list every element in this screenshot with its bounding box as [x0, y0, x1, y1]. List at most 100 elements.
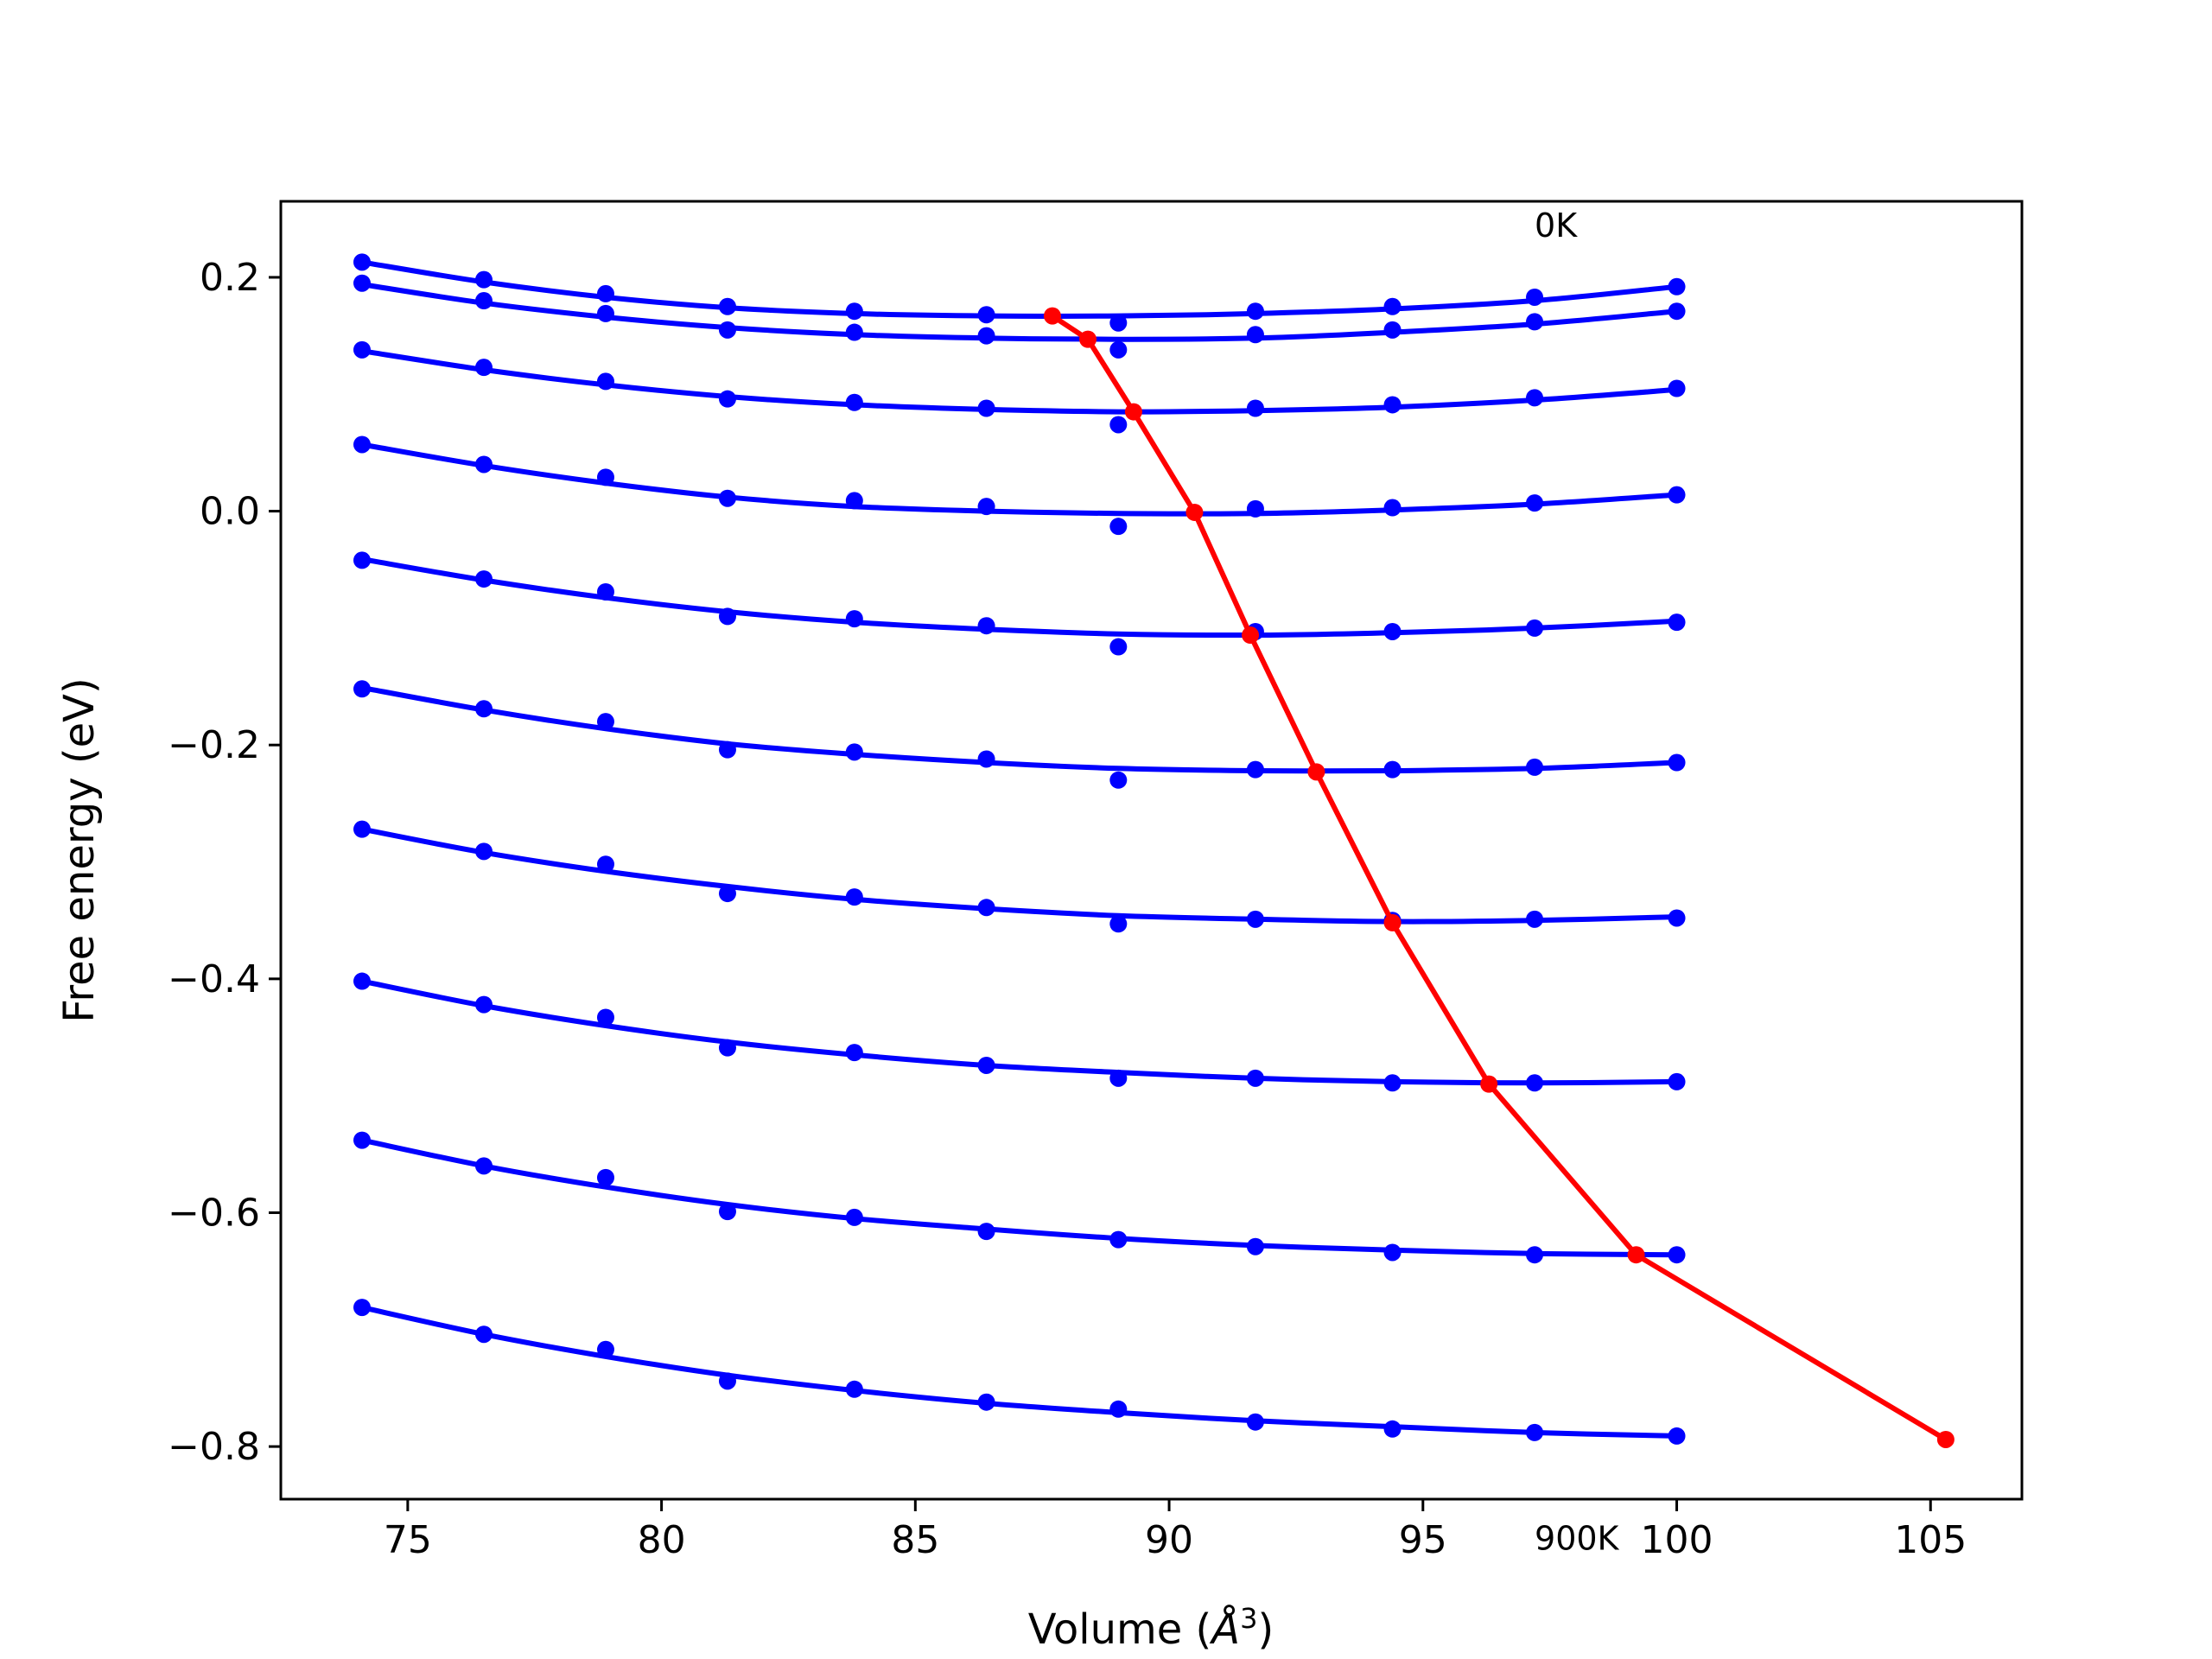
data-point-8-10 — [1668, 1246, 1686, 1264]
data-point-5-9 — [1526, 758, 1544, 776]
data-point-8-1 — [474, 1157, 493, 1175]
equilibrium-point-1 — [1079, 330, 1097, 348]
x-tick-label-2: 85 — [891, 1518, 939, 1562]
data-point-7-10 — [1668, 1072, 1686, 1090]
data-point-7-3 — [718, 1039, 736, 1057]
data-point-9-9 — [1526, 1423, 1544, 1441]
data-point-1-9 — [1526, 313, 1544, 331]
data-point-7-7 — [1246, 1069, 1264, 1087]
data-point-5-0 — [353, 680, 371, 698]
data-point-0-6 — [1109, 314, 1128, 332]
data-point-6-4 — [845, 888, 863, 906]
data-point-0-7 — [1246, 302, 1264, 321]
data-point-5-3 — [718, 741, 736, 759]
data-point-9-0 — [353, 1299, 371, 1317]
data-point-2-10 — [1668, 379, 1686, 397]
x-tick-label-1: 80 — [638, 1518, 686, 1562]
data-point-7-9 — [1526, 1074, 1544, 1092]
y-axis: 0.2 0.0 −0.2 −0.4 −0.6 −0.8 — [168, 256, 281, 1469]
equilibrium-point-2 — [1124, 403, 1142, 421]
data-point-0-8 — [1383, 297, 1402, 315]
data-point-0-3 — [718, 297, 736, 315]
data-point-3-5 — [977, 498, 995, 516]
data-point-6-3 — [718, 885, 736, 903]
data-point-7-5 — [977, 1056, 995, 1074]
isotherm-fit-5 — [361, 684, 1677, 774]
data-point-1-10 — [1668, 302, 1686, 321]
x-axis: 75 80 85 90 95 100 105 — [384, 1499, 1967, 1562]
x-tick-label-4: 95 — [1399, 1518, 1447, 1562]
data-point-3-7 — [1246, 499, 1264, 518]
equilibrium-line — [1051, 314, 1948, 1442]
data-point-4-9 — [1526, 619, 1544, 637]
data-point-4-8 — [1383, 622, 1402, 640]
annotation-0k: 0K — [1535, 207, 1578, 245]
data-point-1-3 — [718, 321, 736, 339]
x-tick-label-5: 100 — [1641, 1518, 1713, 1562]
y-tick-label-1: 0.0 — [200, 490, 260, 534]
data-point-3-2 — [596, 468, 614, 486]
isotherm-fit-curves — [361, 259, 1677, 1439]
data-point-0-5 — [977, 306, 995, 324]
data-point-4-4 — [845, 610, 863, 628]
data-point-8-2 — [596, 1168, 614, 1186]
data-point-0-2 — [596, 284, 614, 302]
data-point-7-6 — [1109, 1069, 1128, 1087]
data-point-3-1 — [474, 455, 493, 474]
isotherm-data-points — [353, 253, 1686, 1445]
data-point-6-0 — [353, 820, 371, 838]
data-point-6-5 — [977, 899, 995, 917]
data-point-8-7 — [1246, 1237, 1264, 1255]
data-point-2-2 — [596, 372, 614, 391]
data-point-4-6 — [1109, 638, 1128, 656]
data-point-0-0 — [353, 253, 371, 271]
data-point-6-7 — [1246, 910, 1264, 928]
isotherm-fit-9 — [361, 1305, 1677, 1439]
data-point-7-4 — [845, 1044, 863, 1062]
data-point-3-10 — [1668, 486, 1686, 504]
data-point-7-1 — [474, 995, 493, 1014]
equilibrium-point-3 — [1185, 503, 1204, 521]
equilibrium-point-5 — [1307, 763, 1325, 781]
data-point-6-10 — [1668, 909, 1686, 927]
data-point-8-5 — [977, 1223, 995, 1241]
equilibrium-point-7 — [1480, 1075, 1498, 1093]
y-axis-label: Free energy (eV) — [55, 677, 104, 1022]
data-point-6-2 — [596, 855, 614, 874]
data-point-4-1 — [474, 570, 493, 588]
data-point-2-5 — [977, 399, 995, 417]
data-point-9-3 — [718, 1372, 736, 1390]
data-point-6-1 — [474, 842, 493, 861]
data-point-4-5 — [977, 617, 995, 635]
plot-area-frame — [279, 200, 2024, 1501]
y-tick-label-0: 0.2 — [200, 256, 260, 300]
data-point-5-2 — [596, 713, 614, 731]
data-point-3-0 — [353, 435, 371, 454]
data-point-5-5 — [977, 750, 995, 768]
isotherm-fit-4 — [361, 556, 1677, 639]
data-point-9-6 — [1109, 1400, 1128, 1418]
equilibrium-point-4 — [1242, 626, 1260, 645]
x-tick-label-0: 75 — [384, 1518, 432, 1562]
data-point-5-10 — [1668, 753, 1686, 772]
data-point-8-4 — [845, 1208, 863, 1226]
data-point-2-7 — [1246, 399, 1264, 417]
data-point-8-9 — [1526, 1246, 1544, 1264]
data-point-5-6 — [1109, 771, 1128, 789]
data-point-6-6 — [1109, 915, 1128, 933]
data-point-8-6 — [1109, 1230, 1128, 1249]
x-axis-label: Volume (Å3) — [1028, 1602, 1274, 1654]
data-point-0-4 — [845, 302, 863, 321]
data-point-4-2 — [596, 582, 614, 601]
data-point-0-10 — [1668, 277, 1686, 296]
data-point-8-0 — [353, 1131, 371, 1149]
data-point-9-7 — [1246, 1413, 1264, 1431]
data-point-7-2 — [596, 1008, 614, 1027]
data-point-4-0 — [353, 551, 371, 569]
data-point-3-8 — [1383, 499, 1402, 517]
data-point-1-5 — [977, 327, 995, 345]
x-tick-label-3: 90 — [1145, 1518, 1193, 1562]
data-point-9-10 — [1668, 1427, 1686, 1445]
x-tick-label-6: 105 — [1894, 1518, 1967, 1562]
